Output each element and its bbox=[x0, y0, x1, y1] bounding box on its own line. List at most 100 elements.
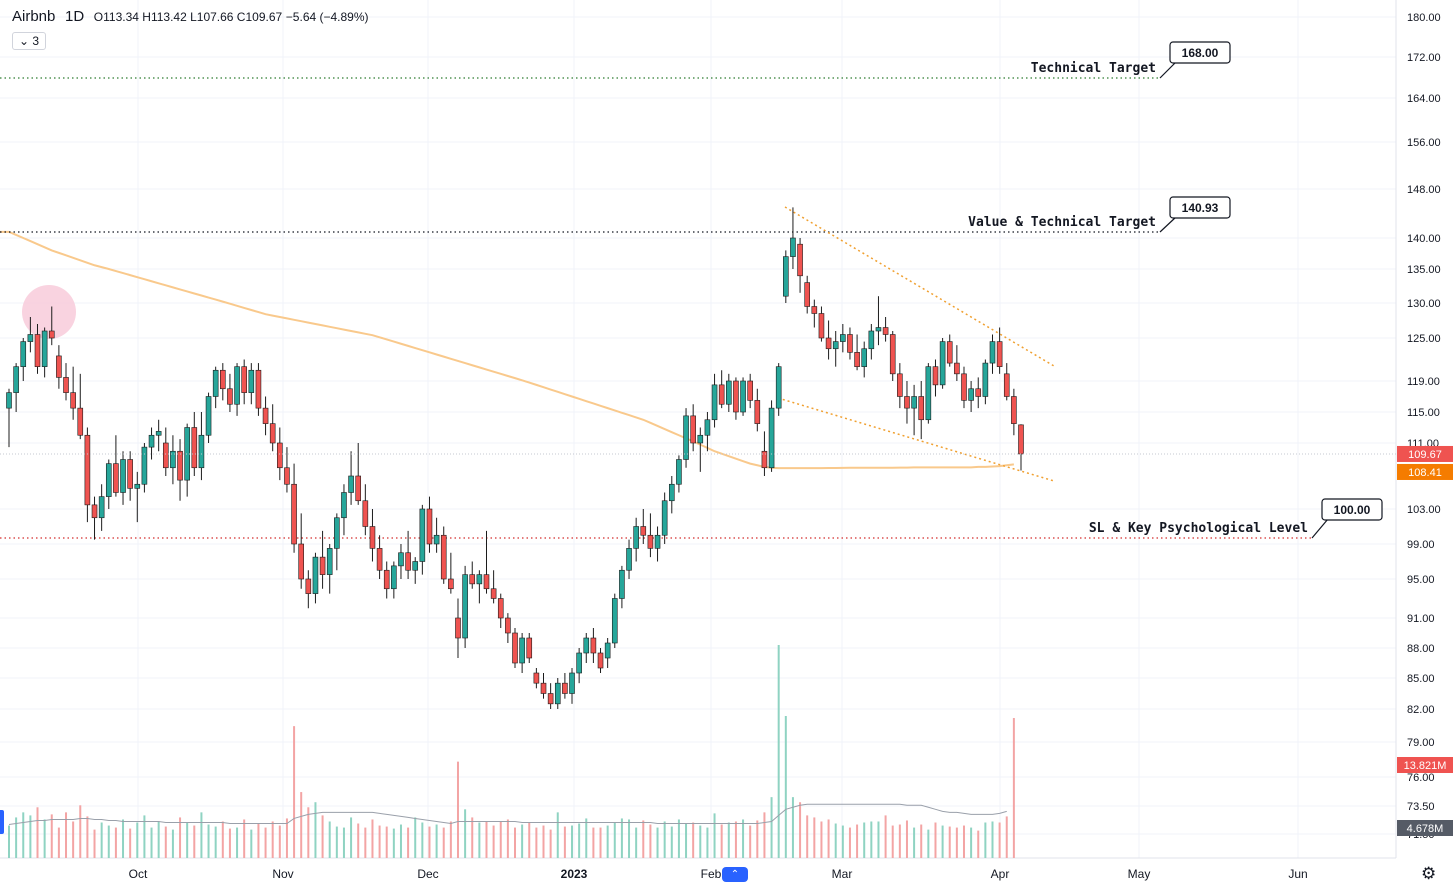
callout-pointer bbox=[1159, 216, 1177, 233]
volume-bar bbox=[293, 726, 296, 858]
price-axis-label: 91.00 bbox=[1407, 613, 1435, 625]
candle-body bbox=[939, 341, 946, 386]
candle-body bbox=[312, 556, 319, 594]
wedge-lower-line bbox=[777, 397, 1055, 482]
price-axis-label: 103.00 bbox=[1407, 504, 1441, 516]
volume-bar bbox=[649, 824, 652, 858]
candle-body bbox=[269, 423, 276, 444]
volume-pane-marker[interactable] bbox=[0, 810, 4, 834]
candle-body bbox=[540, 682, 547, 694]
volume-bar bbox=[927, 829, 930, 858]
price-axis-label: 82.00 bbox=[1407, 704, 1435, 716]
volume-bar bbox=[342, 827, 345, 858]
candle-body bbox=[640, 526, 647, 536]
volume-bar bbox=[236, 827, 239, 858]
indicator-count: 3 bbox=[32, 34, 40, 48]
volume-bar bbox=[948, 826, 951, 858]
price-axis-label: 115.00 bbox=[1407, 407, 1440, 419]
volume-ma-line bbox=[8, 803, 1007, 826]
highlight-circle bbox=[22, 285, 76, 339]
candle-body bbox=[547, 693, 554, 705]
volume-bar bbox=[257, 823, 260, 858]
candle-body bbox=[341, 492, 347, 519]
gear-icon[interactable]: ⚙ bbox=[1421, 864, 1437, 883]
price-axis-label: 119.00 bbox=[1407, 376, 1440, 388]
candle-body bbox=[811, 306, 818, 314]
candle-body bbox=[369, 526, 376, 549]
candle-body bbox=[718, 384, 725, 405]
volume-ma-label-bg bbox=[1397, 820, 1453, 836]
volume-bar bbox=[221, 821, 224, 858]
candle-body bbox=[1003, 373, 1010, 397]
symbol-name[interactable]: Airbnb bbox=[12, 8, 56, 25]
candle-body bbox=[847, 334, 853, 353]
candle-body bbox=[783, 256, 789, 297]
volume-bar bbox=[43, 819, 46, 858]
candle-body bbox=[918, 396, 925, 421]
candle-body bbox=[704, 419, 711, 436]
candle-body bbox=[220, 369, 226, 390]
volume-bar bbox=[200, 812, 203, 858]
volume-bar bbox=[300, 792, 303, 858]
volume-bar bbox=[285, 818, 288, 858]
candle-body bbox=[48, 330, 55, 339]
callout-value: 168.00 bbox=[1182, 46, 1219, 60]
candle-body bbox=[505, 617, 511, 634]
candle-body bbox=[946, 341, 953, 364]
volume-bar bbox=[898, 824, 901, 858]
volume-bar bbox=[734, 821, 737, 858]
volume-bar bbox=[150, 827, 153, 858]
interval-label[interactable]: 1D bbox=[64, 8, 85, 25]
volume-bar bbox=[820, 821, 823, 858]
volume-bar bbox=[143, 815, 146, 858]
candle-body bbox=[611, 598, 618, 644]
ma-price-label-bg bbox=[1397, 463, 1453, 480]
volume-bar bbox=[264, 827, 267, 858]
volume-bar bbox=[50, 814, 53, 858]
callout-box bbox=[1321, 498, 1383, 521]
volume-bar bbox=[456, 761, 459, 858]
volume-bar bbox=[157, 821, 160, 858]
candle-body bbox=[405, 552, 411, 571]
candle-body bbox=[512, 632, 518, 664]
volume-bar bbox=[991, 821, 994, 858]
volume-bar bbox=[677, 819, 680, 858]
volume-bar bbox=[521, 824, 524, 858]
candle-body bbox=[277, 442, 283, 469]
callout-pointer bbox=[1311, 518, 1329, 539]
callout-box bbox=[1169, 41, 1231, 64]
candles bbox=[6, 207, 1024, 709]
volume-bar bbox=[749, 825, 752, 858]
volume-bar bbox=[1012, 718, 1015, 858]
candle-body bbox=[533, 672, 540, 684]
candle-body bbox=[711, 384, 718, 421]
candle-body bbox=[419, 508, 426, 562]
time-axis-label: Feb bbox=[701, 867, 722, 881]
time-scroll-badge[interactable]: ⌃ bbox=[722, 867, 748, 882]
candle-body bbox=[882, 327, 889, 335]
candle-body bbox=[162, 442, 169, 469]
volume-bar bbox=[763, 812, 766, 858]
price-axis-label: 95.00 bbox=[1407, 574, 1435, 586]
candle-body bbox=[205, 396, 212, 436]
volume-bar bbox=[335, 826, 338, 858]
candle-body bbox=[383, 569, 390, 590]
candle-body bbox=[626, 548, 632, 571]
candle-body bbox=[476, 574, 483, 585]
volume-bar bbox=[578, 823, 581, 858]
volume-bar bbox=[428, 826, 431, 858]
volume-bar bbox=[122, 819, 125, 858]
volume-bar bbox=[171, 829, 174, 858]
candle-body bbox=[234, 366, 240, 405]
volume-bar bbox=[328, 821, 331, 858]
volume-label-bg bbox=[1397, 757, 1453, 773]
price-axis-label: 148.00 bbox=[1407, 184, 1441, 196]
candle-body bbox=[768, 407, 775, 469]
volume-bar bbox=[642, 820, 645, 858]
indicator-toggle[interactable]: ⌄ 3 bbox=[12, 32, 47, 50]
candle-body bbox=[633, 526, 639, 549]
volume-bar bbox=[934, 822, 937, 858]
candle-body bbox=[469, 574, 476, 585]
volume-bar bbox=[542, 825, 545, 858]
